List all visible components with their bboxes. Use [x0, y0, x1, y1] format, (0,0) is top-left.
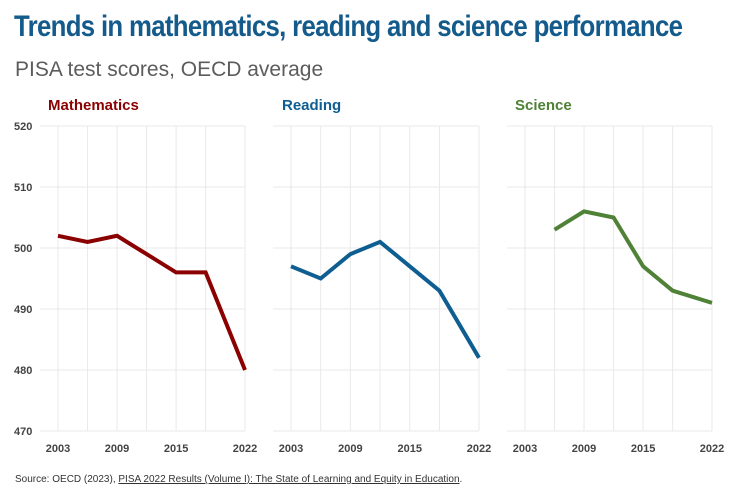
reading-point-2015: [408, 264, 412, 268]
reading-point-2022: [477, 356, 481, 360]
science-point-2006: [553, 228, 557, 232]
mathematics-point-2015: [174, 270, 178, 274]
mathematics-point-2018: [204, 270, 208, 274]
reading-point-2003: [289, 264, 293, 268]
source-prefix: Source: OECD (2023),: [15, 474, 119, 485]
y-tick-label: 500: [14, 243, 32, 255]
science-series-line: [553, 209, 713, 305]
mathematics-point-2006: [86, 240, 90, 244]
science-point-2009: [582, 209, 586, 213]
science-xtick-label: 2022: [700, 443, 724, 455]
mathematics-point-2012: [145, 252, 149, 256]
reading-xtick-label: 2015: [397, 443, 421, 455]
y-tick-label: 490: [14, 304, 32, 316]
mathematics-point-2022: [243, 368, 247, 372]
y-tick-label: 520: [14, 121, 32, 133]
source-suffix: .: [459, 474, 463, 485]
science-point-2015: [641, 264, 645, 268]
mathematics-xtick-label: 2009: [105, 443, 129, 455]
mathematics-series-line: [57, 233, 247, 371]
mathematics-point-2009: [115, 234, 119, 238]
source-link[interactable]: PISA 2022 Results (Volume I): The State …: [118, 474, 460, 485]
y-tick-label: 510: [14, 182, 32, 194]
reading-point-2009: [348, 252, 352, 256]
science-xtick-label: 2003: [513, 443, 537, 455]
reading-xtick-label: 2009: [338, 443, 362, 455]
source-note: Source: OECD (2023), PISA 2022 Results (…: [15, 474, 462, 485]
reading-xtick-label: 2003: [279, 443, 303, 455]
y-tick-label: 470: [14, 426, 32, 438]
science-point-2012: [612, 216, 616, 220]
chart-subtitle: PISA test scores, OECD average: [15, 58, 324, 81]
panel-title-mathematics: Mathematics: [48, 97, 139, 114]
science-point-2022: [710, 301, 714, 305]
panel-title-science: Science: [515, 97, 572, 114]
panel-title-reading: Reading: [282, 97, 342, 114]
mathematics-xtick-label: 2022: [233, 443, 257, 455]
mathematics-point-2003: [56, 234, 60, 238]
reading-xtick-label: 2022: [467, 443, 491, 455]
reading-point-2012: [378, 240, 382, 244]
reading-point-2006: [319, 277, 323, 281]
reading-series-line: [290, 239, 481, 359]
mathematics-xtick-label: 2015: [164, 443, 188, 455]
science-xtick-label: 2009: [572, 443, 596, 455]
mathematics-xtick-label: 2003: [46, 443, 70, 455]
y-tick-label: 480: [14, 365, 32, 377]
reading-point-2018: [437, 289, 441, 293]
science-point-2018: [671, 289, 675, 293]
chart-title: Trends in mathematics, reading and scien…: [14, 10, 683, 43]
science-xtick-label: 2015: [631, 443, 655, 455]
